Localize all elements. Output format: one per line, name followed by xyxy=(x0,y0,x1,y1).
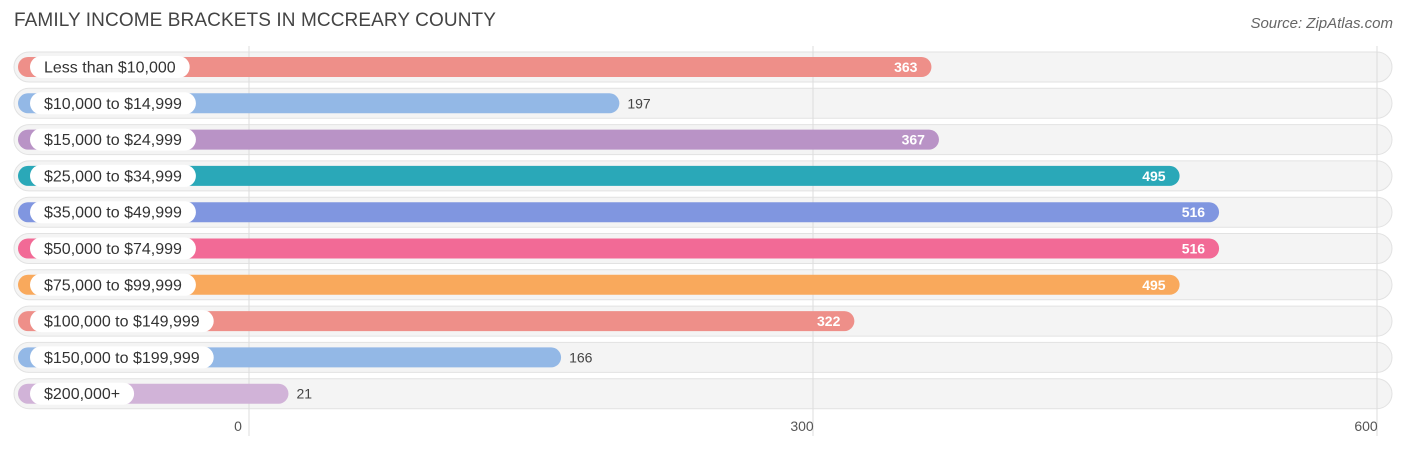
category-label: $10,000 to $14,999 xyxy=(44,96,182,113)
category-label-pill xyxy=(30,201,196,224)
x-tick-label: 0 xyxy=(234,418,242,434)
value-label: 516 xyxy=(1182,241,1206,257)
category-label: $25,000 to $34,999 xyxy=(44,168,182,185)
bar xyxy=(18,274,1180,295)
category-label: $75,000 to $99,999 xyxy=(44,277,182,294)
category-label: $50,000 to $74,999 xyxy=(44,241,182,258)
category-label-pill xyxy=(30,237,196,260)
bars: Less than $10,000 363 $10,000 to $14,999 19… xyxy=(18,56,1220,405)
bar xyxy=(18,165,1180,186)
category-label: $15,000 to $24,999 xyxy=(44,132,182,149)
value-label: 197 xyxy=(627,95,651,111)
category-label-pill xyxy=(30,92,196,115)
bar-row: $35,000 to $49,999 516 xyxy=(18,201,1220,224)
value-label: 322 xyxy=(817,313,841,329)
x-axis-ticks: 0 300 600 xyxy=(234,418,1378,434)
chart-source: Source: ZipAtlas.com xyxy=(1250,15,1393,32)
category-label-pill xyxy=(30,382,135,405)
bar xyxy=(18,311,855,332)
bar-row: $15,000 to $24,999 367 xyxy=(18,128,939,151)
category-label: $200,000+ xyxy=(44,386,120,403)
category-label-pill xyxy=(30,310,214,333)
bar xyxy=(18,57,932,77)
value-label: 21 xyxy=(296,386,312,402)
bar-row: $75,000 to $99,999 495 xyxy=(18,273,1180,296)
bar-row: $25,000 to $34,999 495 xyxy=(18,164,1180,187)
value-label: 363 xyxy=(894,59,918,75)
bar-row: $150,000 to $199,999 166 xyxy=(18,346,593,369)
category-label-pill xyxy=(30,164,196,187)
bar-row: Less than $10,000 363 xyxy=(18,56,932,78)
bar xyxy=(18,129,939,150)
value-label: 495 xyxy=(1142,277,1166,293)
category-label: $35,000 to $49,999 xyxy=(44,205,182,222)
value-label: 516 xyxy=(1182,204,1206,220)
value-label: 367 xyxy=(902,132,926,148)
bar-row: $10,000 to $14,999 197 xyxy=(18,92,651,115)
category-label: Less than $10,000 xyxy=(44,60,176,77)
value-label: 166 xyxy=(569,349,593,365)
x-tick-label: 300 xyxy=(790,418,814,434)
bar xyxy=(18,202,1220,223)
category-label: $150,000 to $199,999 xyxy=(44,350,200,367)
bar-row: $100,000 to $149,999 322 xyxy=(18,310,855,333)
category-label-pill xyxy=(30,56,190,78)
bar-row: $50,000 to $74,999 516 xyxy=(18,237,1220,260)
row-track xyxy=(13,378,1393,410)
bar xyxy=(18,238,1220,259)
category-label-pill xyxy=(30,273,196,296)
x-tick-label: 600 xyxy=(1354,418,1378,434)
category-label-pill xyxy=(30,128,196,151)
category-label: $100,000 to $149,999 xyxy=(44,314,200,331)
value-label: 495 xyxy=(1142,168,1166,184)
category-label-pill xyxy=(30,346,214,369)
chart-title: FAMILY INCOME BRACKETS IN MCCREARY COUNT… xyxy=(14,10,496,31)
bar-row: $200,000+ 21 xyxy=(18,382,312,405)
